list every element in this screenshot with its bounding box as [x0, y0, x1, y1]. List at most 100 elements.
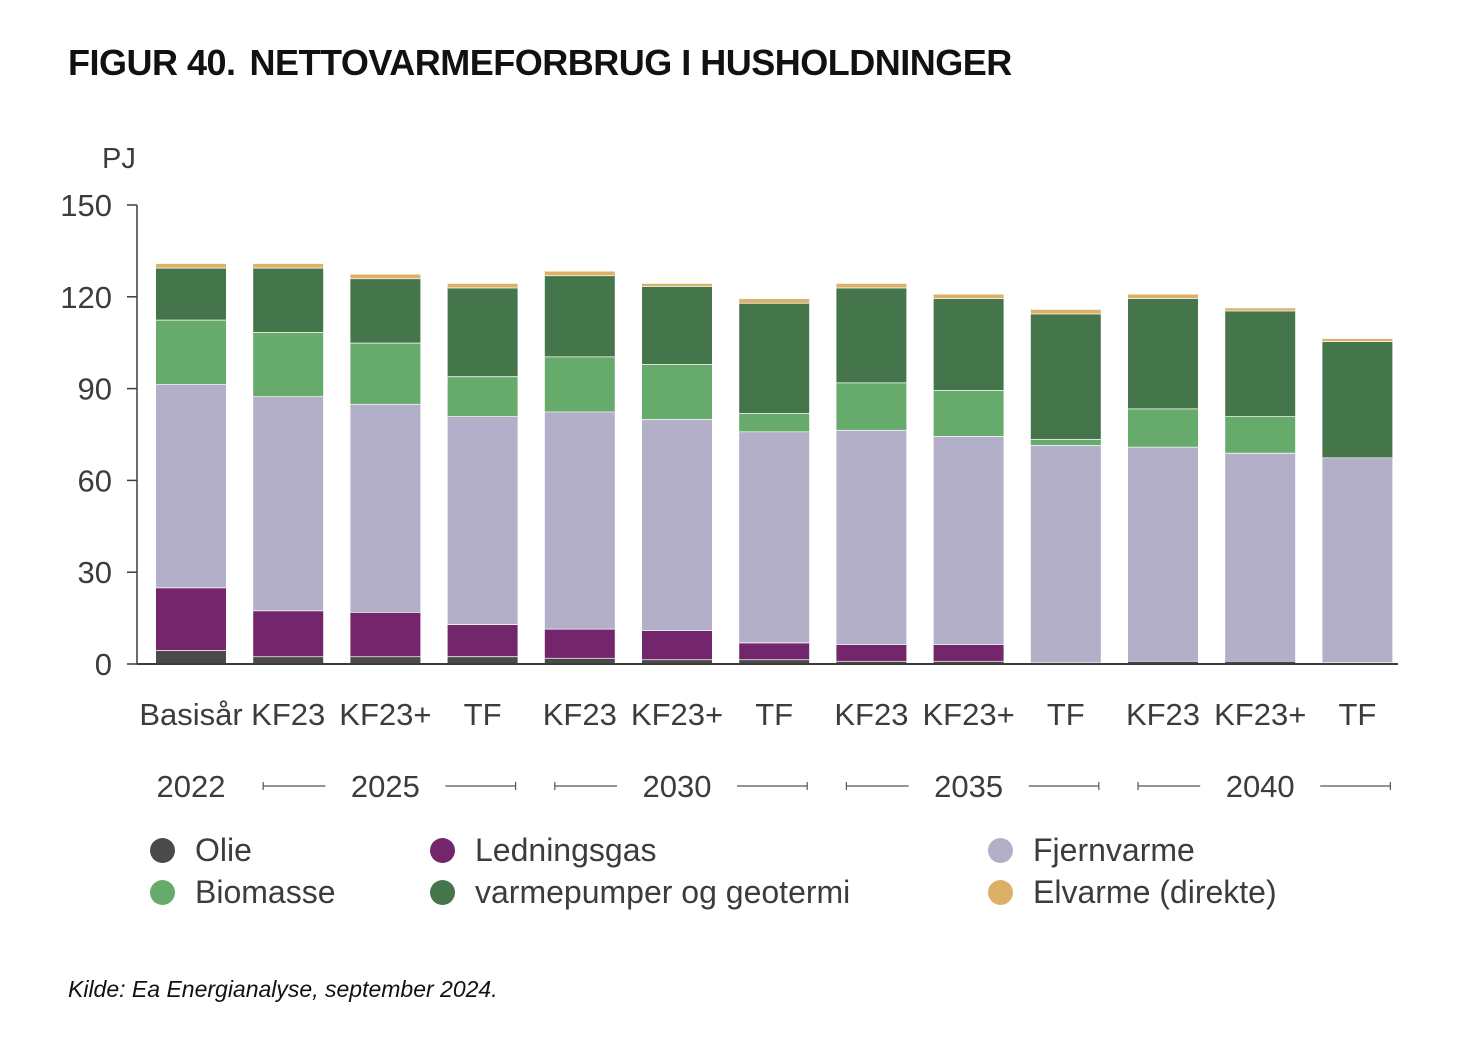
bar-biomasse	[739, 413, 810, 432]
bar-varmepumper-og-geotermi	[544, 275, 615, 357]
bar-ledningsgas	[836, 644, 907, 661]
bar-ledningsgas	[642, 630, 712, 660]
bar-olie	[253, 656, 324, 664]
bar-varmepumper-og-geotermi	[1128, 298, 1198, 409]
bar-varmepumper-og-geotermi	[1225, 310, 1296, 417]
bar-stack-11	[1225, 306, 1296, 664]
bar-elvarme-direkte	[836, 283, 907, 288]
bar-olie	[447, 656, 518, 664]
bar-fjernvarme	[933, 436, 1004, 645]
y-tick-label: 90	[78, 372, 112, 407]
bar-olie	[836, 660, 907, 664]
bar-ledningsgas	[739, 642, 810, 660]
bar-elvarme-direkte	[739, 298, 810, 303]
year-group-label: 2025	[351, 769, 420, 804]
y-tick-label: 120	[60, 280, 112, 315]
stacked-bar-chart: Basisår KF23 KF23+ TF KF23 KF23+ TF KF23 KF23+ TF…	[60, 143, 1398, 804]
bar-elvarme-direkte	[1322, 338, 1393, 342]
bar-stack-10	[1128, 292, 1198, 664]
legend-label: Olie	[195, 832, 252, 868]
bar-ledningsgas	[933, 644, 1004, 661]
bar-fjernvarme	[1030, 445, 1101, 663]
bar-fjernvarme	[739, 431, 810, 643]
bar-biomasse	[1030, 439, 1101, 446]
bar-olie	[739, 659, 810, 664]
bar-fjernvarme	[1225, 452, 1296, 661]
category-label: TF	[1338, 697, 1376, 732]
bar-stack-0	[156, 262, 226, 664]
legend-label: Fjernvarme	[1033, 832, 1195, 868]
legend-label: Ledningsgas	[475, 832, 657, 868]
bar-stack-1	[253, 262, 324, 664]
category-label: KF23+	[922, 697, 1014, 732]
bar-biomasse	[544, 356, 615, 412]
year-group-label: 2030	[643, 769, 712, 804]
category-label: KF23+	[339, 697, 431, 732]
category-label: KF23+	[1214, 697, 1306, 732]
category-label: KF23	[251, 697, 325, 732]
bar-stack-8	[933, 292, 1004, 664]
bar-varmepumper-og-geotermi	[447, 287, 518, 377]
source-note: Kilde: Ea Energianalyse, september 2024.	[68, 976, 498, 1002]
bar-elvarme-direkte	[156, 263, 226, 268]
legend-label: Biomasse	[195, 874, 336, 910]
bar-elvarme-direkte	[1128, 293, 1198, 299]
bar-elvarme-direkte	[544, 270, 615, 276]
bar-stack-4	[544, 270, 615, 664]
category-label: KF23	[1126, 697, 1200, 732]
bar-elvarme-direkte	[933, 293, 1004, 299]
bar-biomasse	[642, 364, 712, 420]
bar-biomasse	[350, 342, 421, 404]
bar-biomasse	[156, 319, 226, 385]
legend-item-ledningsgas: Ledningsgas	[430, 832, 656, 869]
bar-olie	[933, 660, 1004, 664]
bar-varmepumper-og-geotermi	[642, 286, 712, 365]
bar-fjernvarme	[1128, 446, 1198, 661]
bar-fjernvarme	[253, 396, 324, 611]
year-group-label: 2035	[934, 769, 1003, 804]
bar-olie	[1128, 660, 1198, 664]
y-axis-unit: PJ	[102, 143, 136, 175]
bar-fjernvarme	[642, 419, 712, 631]
year-group-label: 2040	[1226, 769, 1295, 804]
bar-ledningsgas	[447, 624, 518, 657]
bar-varmepumper-og-geotermi	[350, 278, 421, 343]
bar-biomasse	[1128, 408, 1198, 447]
bar-olie	[642, 659, 712, 664]
bar-stack-9	[1030, 308, 1101, 664]
bar-ledningsgas	[350, 612, 421, 657]
bar-biomasse	[1225, 416, 1296, 453]
bar-stack-3	[447, 282, 518, 664]
legend-item-olie: Olie	[150, 832, 252, 869]
bar-elvarme-direkte	[1030, 309, 1101, 314]
legend-swatch	[430, 838, 455, 863]
bar-ledningsgas	[156, 587, 226, 651]
axis-layer	[127, 204, 1398, 790]
legend-swatch	[988, 880, 1013, 905]
bar-stack-5	[642, 282, 712, 664]
bar-fjernvarme	[544, 411, 615, 629]
bar-varmepumper-og-geotermi	[933, 298, 1004, 391]
y-tick-label: 0	[95, 647, 112, 682]
figure-title: NETTOVARMEFORBRUG I HUSHOLDNINGER	[249, 42, 1013, 83]
bar-varmepumper-og-geotermi	[1030, 313, 1101, 440]
category-label: KF23	[834, 697, 908, 732]
bar-elvarme-direkte	[642, 283, 712, 287]
bar-varmepumper-og-geotermi	[739, 302, 810, 414]
legend-item-biomasse: Biomasse	[150, 874, 336, 911]
legend-swatch	[430, 880, 455, 905]
legend-swatch	[988, 838, 1013, 863]
legend-swatch	[150, 880, 175, 905]
legend-item-varmepumper-og-geotermi: varmepumper og geotermi	[430, 874, 850, 911]
year-group-label: 2022	[157, 769, 226, 804]
category-label: Basisår	[139, 697, 242, 732]
bar-varmepumper-og-geotermi	[1322, 341, 1393, 458]
y-tick-label: 150	[60, 188, 112, 223]
bar-varmepumper-og-geotermi	[156, 267, 226, 320]
category-label: TF	[1047, 697, 1085, 732]
bar-elvarme-direkte	[350, 273, 421, 279]
bar-elvarme-direkte	[1225, 307, 1296, 311]
bar-stack-12	[1322, 337, 1393, 664]
bar-varmepumper-og-geotermi	[836, 287, 907, 383]
bar-stack-7	[836, 282, 907, 664]
